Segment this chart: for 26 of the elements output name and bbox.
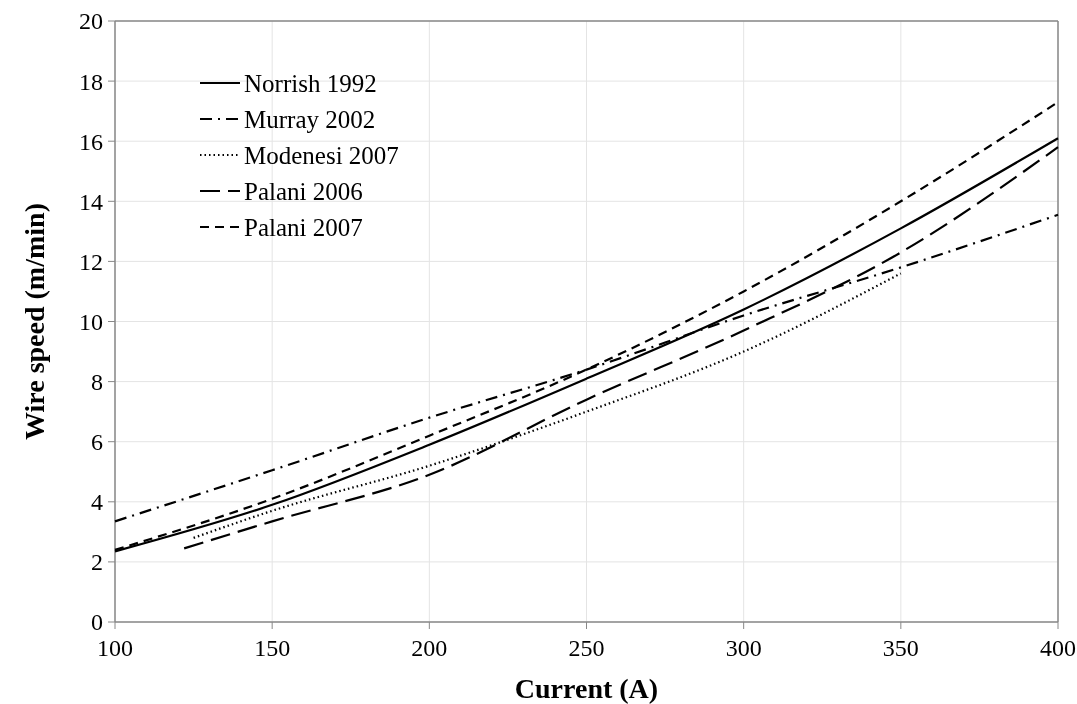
legend-label: Murray 2002 (244, 105, 376, 133)
legend-label: Palani 2007 (244, 213, 363, 241)
x-tick-label: 300 (725, 635, 762, 661)
legend-label: Norrish 1992 (244, 69, 377, 97)
x-tick-label: 150 (254, 635, 291, 661)
y-tick-label: 8 (91, 369, 103, 395)
x-tick-label: 100 (97, 635, 133, 661)
line-series (192, 272, 902, 539)
y-tick-label: 2 (91, 549, 103, 576)
y-tick-label: 16 (79, 128, 103, 155)
legend-label: Palani 2006 (244, 177, 363, 205)
x-axis-title: Current (A) (514, 673, 659, 704)
x-tick-label: 200 (411, 635, 448, 661)
x-tick-label: 250 (568, 635, 605, 661)
y-tick-label: 6 (91, 429, 103, 456)
y-tick-label: 14 (79, 188, 103, 215)
legend-label: Modenesi 2007 (244, 141, 399, 169)
y-tick-label: 10 (79, 308, 103, 335)
y-tick-label: 18 (79, 68, 103, 95)
y-tick-label: 20 (79, 8, 103, 35)
x-tick-label: 400 (1040, 635, 1076, 661)
y-tick-label: 4 (91, 489, 103, 516)
y-axis-title: Wire speed (m/min) (19, 203, 50, 440)
x-tick-label: 350 (882, 635, 919, 661)
y-tick-label: 0 (91, 609, 103, 636)
y-tick-label: 12 (79, 248, 103, 275)
